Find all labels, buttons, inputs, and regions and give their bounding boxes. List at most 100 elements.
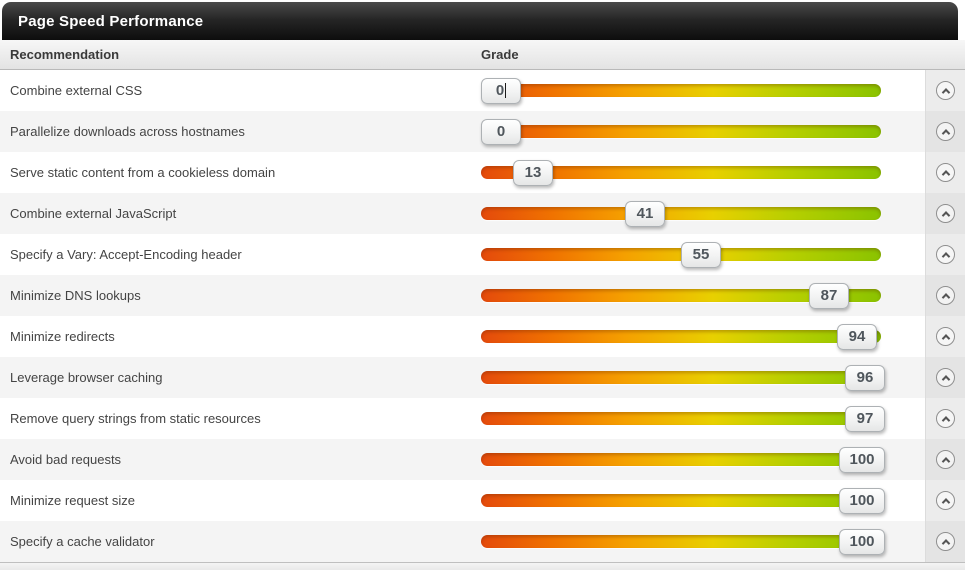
grade-cell: 13	[481, 152, 925, 193]
recommendation-label: Minimize DNS lookups	[10, 288, 141, 303]
grade-cell: 96	[481, 357, 925, 398]
grade-bar: 55	[481, 241, 881, 268]
grade-cell: 94	[481, 316, 925, 357]
recommendation-label: Specify a cache validator	[10, 534, 155, 549]
row-action-cell	[925, 152, 965, 193]
recommendation-label: Minimize redirects	[10, 329, 115, 344]
grade-badge[interactable]: 87	[809, 282, 849, 309]
grade-bar: 13	[481, 159, 881, 186]
grade-cell: 0	[481, 70, 925, 111]
recommendation-label: Combine external CSS	[10, 83, 143, 98]
grade-badge[interactable]: 0	[481, 77, 521, 104]
chevron-up-icon	[941, 251, 950, 261]
chevron-up-icon	[941, 374, 950, 384]
row-action-cell	[925, 193, 965, 234]
grade-badge[interactable]: 100	[839, 487, 885, 514]
grade-bar: 97	[481, 405, 885, 432]
chevron-up-icon	[941, 87, 950, 97]
collapse-button[interactable]	[936, 81, 955, 100]
grade-badge[interactable]: 0	[481, 118, 521, 145]
grade-badge[interactable]: 94	[837, 323, 877, 350]
row-action-cell	[925, 398, 965, 439]
recommendation-label: Parallelize downloads across hostnames	[10, 124, 245, 139]
grade-bar: 41	[481, 200, 881, 227]
text-caret	[505, 83, 507, 98]
recommendation-row: Minimize redirects 94	[0, 316, 965, 357]
grade-bar: 100	[481, 487, 885, 514]
collapse-button[interactable]	[936, 122, 955, 141]
recommendation-row: Specify a cache validator 100	[0, 521, 965, 562]
grade-badge[interactable]: 100	[839, 528, 885, 555]
collapse-button[interactable]	[936, 286, 955, 305]
collapse-button[interactable]	[936, 163, 955, 182]
collapse-button[interactable]	[936, 409, 955, 428]
chevron-up-icon	[941, 333, 950, 343]
recommendation-rows: Combine external CSS 0 Parallelize downl…	[0, 70, 965, 562]
row-action-cell	[925, 480, 965, 521]
row-action-cell	[925, 357, 965, 398]
grade-bar: 100	[481, 528, 885, 555]
collapse-button[interactable]	[936, 327, 955, 346]
row-action-cell	[925, 111, 965, 152]
row-action-cell	[925, 70, 965, 111]
recommendation-label: Serve static content from a cookieless d…	[10, 165, 276, 180]
recommendation-row: Specify a Vary: Accept-Encoding header 5…	[0, 234, 965, 275]
panel-title: Page Speed Performance	[18, 12, 204, 30]
grade-cell: 41	[481, 193, 925, 234]
table-column-header: Recommendation Grade	[0, 40, 965, 70]
grade-cell: 100	[481, 521, 925, 562]
grade-cell: 100	[481, 480, 925, 521]
row-action-cell	[925, 316, 965, 357]
recommendation-row: Combine external JavaScript 41	[0, 193, 965, 234]
grade-badge[interactable]: 100	[839, 446, 885, 473]
grade-badge[interactable]: 55	[681, 241, 721, 268]
chevron-up-icon	[941, 538, 950, 548]
chevron-up-icon	[941, 415, 950, 425]
chevron-up-icon	[941, 210, 950, 220]
recommendation-row: Minimize DNS lookups 87	[0, 275, 965, 316]
row-action-cell	[925, 275, 965, 316]
grade-badge[interactable]: 96	[845, 364, 885, 391]
collapse-button[interactable]	[936, 532, 955, 551]
recommendation-row: Parallelize downloads across hostnames 0	[0, 111, 965, 152]
grade-cell: 97	[481, 398, 925, 439]
chevron-up-icon	[941, 292, 950, 302]
grade-bar: 87	[481, 282, 881, 309]
recommendation-label: Combine external JavaScript	[10, 206, 177, 221]
grade-bar: 94	[481, 323, 881, 350]
recommendation-label: Avoid bad requests	[10, 452, 122, 467]
chevron-up-icon	[941, 456, 950, 466]
recommendation-row: Avoid bad requests 100	[0, 439, 965, 480]
recommendation-row: Remove query strings from static resourc…	[0, 398, 965, 439]
row-action-cell	[925, 234, 965, 275]
column-header-grade: Grade	[481, 47, 519, 62]
column-header-recommendation: Recommendation	[10, 47, 120, 62]
row-action-cell	[925, 521, 965, 562]
collapse-button[interactable]	[936, 450, 955, 469]
recommendation-label: Minimize request size	[10, 493, 135, 508]
row-action-cell	[925, 439, 965, 480]
grade-bar: 0	[481, 77, 881, 104]
collapse-button[interactable]	[936, 368, 955, 387]
recommendation-label: Remove query strings from static resourc…	[10, 411, 261, 426]
grade-cell: 55	[481, 234, 925, 275]
chevron-up-icon	[941, 169, 950, 179]
chevron-up-icon	[941, 128, 950, 138]
recommendation-label: Leverage browser caching	[10, 370, 163, 385]
recommendation-row: Combine external CSS 0	[0, 70, 965, 111]
collapse-button[interactable]	[936, 204, 955, 223]
grade-badge[interactable]: 41	[625, 200, 665, 227]
grade-bar: 100	[481, 446, 885, 473]
grade-badge[interactable]: 13	[513, 159, 553, 186]
grade-cell: 100	[481, 439, 925, 480]
grade-cell: 0	[481, 111, 925, 152]
collapse-button[interactable]	[936, 491, 955, 510]
recommendation-row: Minimize request size 100	[0, 480, 965, 521]
grade-badge[interactable]: 97	[845, 405, 885, 432]
grade-bar: 0	[481, 118, 881, 145]
recommendation-row: Serve static content from a cookieless d…	[0, 152, 965, 193]
grade-cell: 87	[481, 275, 925, 316]
next-section-strip	[0, 562, 965, 570]
collapse-button[interactable]	[936, 245, 955, 264]
